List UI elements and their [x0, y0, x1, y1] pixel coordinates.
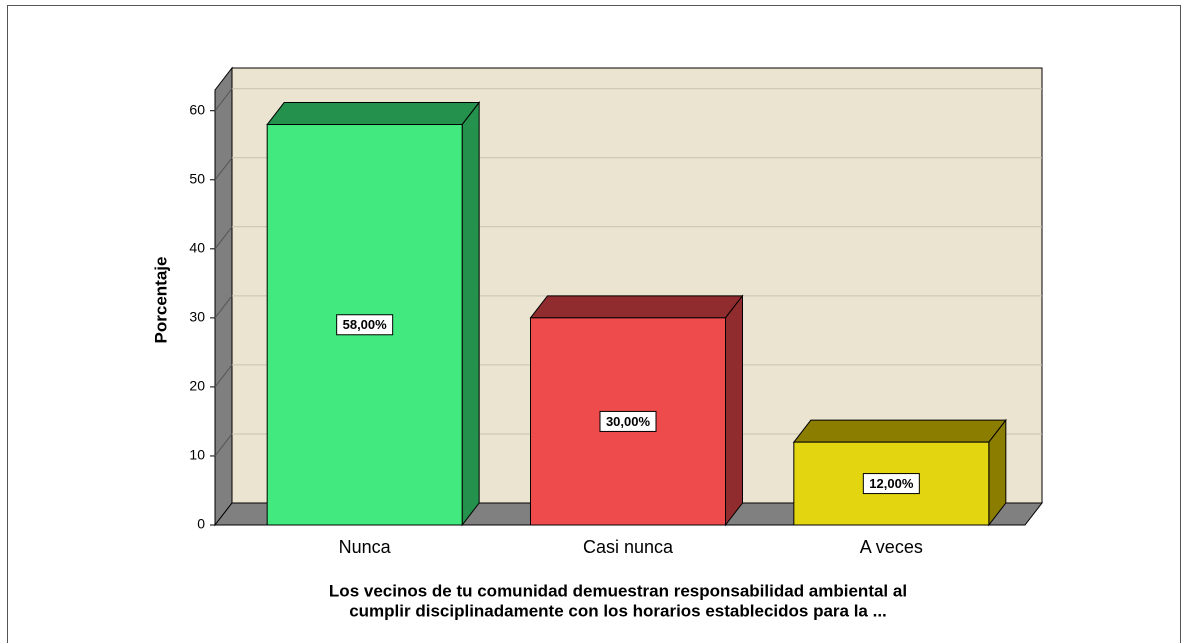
value-label: 58,00% [343, 317, 388, 332]
value-label: 12,00% [869, 476, 914, 491]
y-tick-label: 30 [189, 309, 205, 325]
bar-top [792, 419, 1007, 443]
bar-top [529, 295, 744, 319]
value-label: 30,00% [606, 414, 651, 429]
bar [793, 441, 990, 526]
bar-side [461, 101, 480, 527]
value-label-box [599, 410, 657, 432]
grid-line [214, 88, 233, 112]
grid-line [214, 226, 233, 250]
x-axis-label: cumplir disciplinadamente con los horari… [349, 601, 887, 620]
y-tick-label: 10 [189, 447, 205, 463]
y-tick-label: 60 [189, 101, 205, 117]
y-tick-label: 0 [197, 516, 205, 532]
grid-line [214, 364, 233, 388]
side-wall [214, 66, 233, 527]
grid-line [214, 433, 233, 457]
bar-top [266, 102, 481, 126]
y-tick-label: 50 [189, 170, 205, 186]
grid-line [214, 295, 233, 319]
y-axis-label: Porcentaje [151, 257, 170, 344]
x-tick-label: Nunca [339, 537, 392, 557]
x-tick-label: Casi nunca [583, 537, 674, 557]
y-tick-label: 40 [189, 240, 205, 256]
value-label-box [336, 314, 394, 336]
bar-side [725, 294, 743, 527]
y-tick-label: 20 [189, 378, 205, 394]
grid-line [214, 157, 233, 181]
value-label-box [862, 473, 920, 495]
x-axis-label: Los vecinos de tu comunidad demuestran r… [329, 581, 907, 600]
x-tick-label: A veces [860, 537, 923, 557]
